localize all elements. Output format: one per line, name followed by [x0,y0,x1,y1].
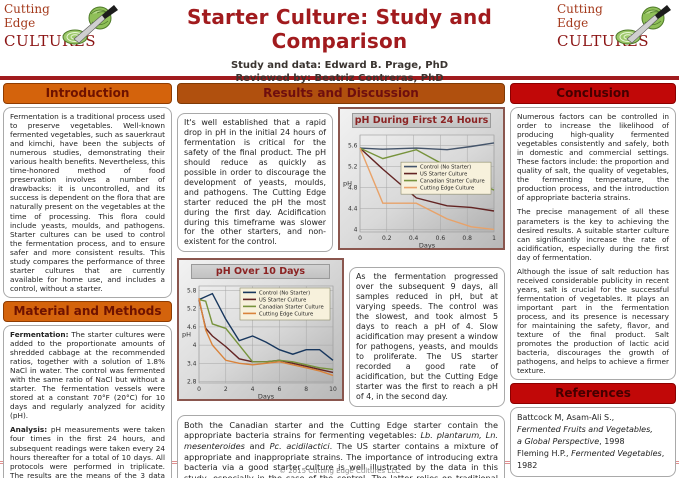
logo-text-edge: Edge [557,15,589,30]
svg-text:0.8: 0.8 [462,235,472,242]
results-paragraph-1-box: It's well established that a rapid drop … [177,113,333,253]
results-paragraph-2-box: As the fermentation progressed over the … [349,267,505,407]
svg-text:3.4: 3.4 [187,361,197,368]
reference-item: Battcock M, Asam-Ali S., [517,413,615,423]
chart-10d-title: pH Over 10 Days [191,264,330,280]
fermentation-label: Fermentation: [10,329,69,339]
svg-text:US Starter Culture: US Starter Culture [420,172,467,178]
conclusion-paragraph-2: The precise management of all these para… [517,207,669,262]
content-columns: Introduction Fermentation is a tradition… [0,83,679,478]
byline-reviewer: Reviewed by: Beatriz Contreras, PhD [235,73,444,84]
svg-text:5.6: 5.6 [348,142,358,149]
svg-text:4: 4 [251,386,255,393]
page-title: Starter Culture: Study and Comparison [186,5,492,53]
ph-over-10-days-chart: 2.8 3.4 4 4.6 5.2 5.8 0 2 4 6 8 10 pH Days Control (No… [182,286,337,401]
svg-text:0.4: 0.4 [409,235,419,242]
left-column: Introduction Fermentation is a tradition… [3,83,172,478]
introduction-paragraph: Fermentation is a traditional process us… [10,112,165,293]
chart-24h-box: pH During First 24 Hours 4 4.4 4.8 5.2 5.6 0 0… [338,107,505,250]
chart-24h-title: pH During First 24 Hours [352,113,491,128]
conclusion-paragraph-3: Although the issue of salt reduction has… [517,266,669,376]
logo-right: Cutting Edge CULTURES [557,2,675,69]
svg-text:8: 8 [304,386,308,393]
svg-text:Cutting Edge Culture: Cutting Edge Culture [259,312,313,318]
methods-analysis-paragraph: Analysis: pH measurements were taken fou… [10,425,165,478]
reference-item: Fermented Fruits and Vegetables, [517,425,653,435]
svg-text:Days: Days [258,393,275,401]
svg-text:1: 1 [492,235,496,242]
conclusion-text-box: Numerous factors can be controlled in or… [510,107,676,381]
logo-text-cutting: Cutting [4,2,50,16]
svg-text:4.6: 4.6 [187,324,197,331]
methods-heading: Material and Methods [3,300,172,322]
methods-fermentation-paragraph: Fermentation: The starter cultures were … [10,329,165,421]
copyright-text: © 2015 Cutting Edge Cultures LLC [278,467,400,475]
results-paragraph-3: Both the Canadian starter and the Cuttin… [184,419,499,478]
cabbage-knife-icon [62,5,118,45]
chart-10d-box: pH Over 10 Days 2.8 3.4 4 4.6 5.2 5.8 0 2 4 6 8 10 p… [177,258,344,402]
svg-text:Control (No Starter): Control (No Starter) [259,291,310,297]
header: Cutting Edge CULTURES Starter Culture: S… [0,0,679,84]
svg-text:Control (No Starter): Control (No Starter) [420,165,471,171]
svg-text:Days: Days [419,242,436,250]
svg-text:Cutting Edge Culture: Cutting Edge Culture [420,186,474,192]
conclusion-heading: Conclusion [510,83,676,104]
svg-text:Canadian Starter Culture: Canadian Starter Culture [259,305,324,311]
cabbage-knife-icon [615,5,671,45]
reference-item: a Global Perspective, 1998 [517,437,625,447]
svg-text:4.4: 4.4 [348,205,358,212]
svg-text:0: 0 [197,386,201,393]
introduction-text-box: Fermentation is a traditional process us… [3,107,172,298]
svg-text:0.2: 0.2 [382,235,392,242]
results-heading: Results and Discussion [177,83,505,104]
svg-text:2: 2 [224,386,228,393]
svg-text:5.2: 5.2 [348,163,358,170]
svg-text:pH: pH [343,180,352,188]
svg-text:US Starter Culture: US Starter Culture [259,298,306,304]
middle-column: Results and Discussion It's well establi… [177,83,505,478]
svg-text:0.6: 0.6 [436,235,446,242]
svg-text:5.2: 5.2 [187,306,197,313]
results-paragraph-1: It's well established that a rapid drop … [184,118,326,247]
logo-text-cutting: Cutting [557,2,603,16]
header-divider [0,76,679,80]
right-column: Conclusion Numerous factors can be contr… [510,83,676,478]
logo-text-edge: Edge [4,15,36,30]
svg-text:4.8: 4.8 [348,184,358,191]
analysis-label: Analysis: [10,425,48,435]
svg-text:4: 4 [193,343,197,350]
svg-text:4: 4 [354,226,358,233]
references-heading: References [510,383,676,405]
methods-text-box: Fermentation: The starter cultures were … [3,324,172,478]
svg-text:pH: pH [182,331,191,339]
title-block: Starter Culture: Study and Comparison St… [122,3,557,84]
reference-item: Fleming H.P., Fermented Vegetables, 1982 [517,449,665,471]
svg-text:2.8: 2.8 [187,379,197,386]
svg-text:5.8: 5.8 [187,288,197,295]
results-row-2: pH Over 10 Days 2.8 3.4 4 4.6 5.2 5.8 0 2 4 6 8 10 p… [177,258,505,409]
introduction-heading: Introduction [3,83,172,104]
results-paragraph-2: As the fermentation progressed over the … [356,272,498,401]
logo-left: Cutting Edge CULTURES [4,2,122,69]
results-paragraph-3-box: Both the Canadian starter and the Cuttin… [177,414,505,478]
reference-list: Battcock M, Asam-Ali S., Fermented Fruits… [510,407,676,478]
svg-text:0: 0 [358,235,362,242]
svg-text:10: 10 [329,386,337,393]
ph-first-24-hours-chart: 4 4.4 4.8 5.2 5.6 0 0.2 0.4 0.6 0.8 1 pH Days Control… [343,134,496,250]
conclusion-paragraph-1: Numerous factors can be controlled in or… [517,112,669,203]
byline-author: Study and data: Edward B. Prage, PhD [230,60,449,71]
svg-text:Canadian Starter Culture: Canadian Starter Culture [420,179,485,185]
results-row-1: It's well established that a rapid drop … [177,107,505,255]
svg-text:6: 6 [277,386,281,393]
